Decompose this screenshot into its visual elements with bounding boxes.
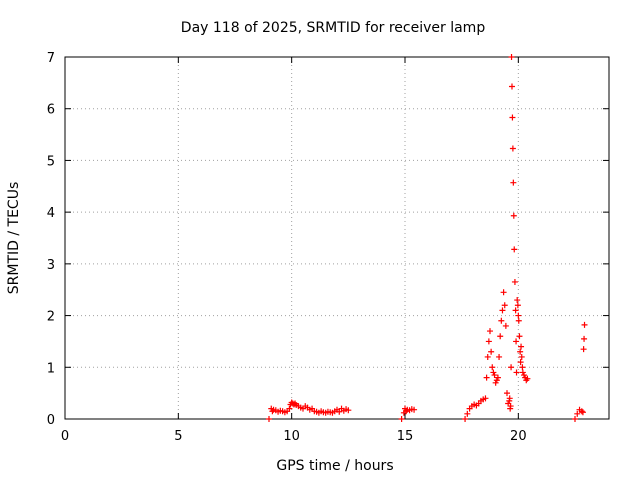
data-point	[580, 346, 587, 353]
data-point	[487, 328, 493, 335]
chart-title: Day 118 of 2025, SRMTID for receiver lam…	[181, 20, 486, 36]
data-point	[499, 307, 506, 314]
y-tick-labels: 0 1 2 3 4 5 6 7	[47, 51, 55, 428]
data-point	[512, 307, 519, 314]
data-point	[509, 145, 516, 152]
data-point	[266, 416, 272, 422]
data-point	[578, 408, 585, 415]
data-point	[581, 335, 588, 342]
data-point	[491, 372, 498, 379]
y-tick-label: 5	[47, 154, 55, 169]
y-tick-label: 6	[47, 103, 55, 118]
y-tick-label: 3	[47, 258, 55, 273]
data-point	[482, 395, 489, 402]
y-tick-label: 0	[47, 413, 55, 428]
data-point	[494, 374, 501, 381]
data-point	[572, 416, 578, 422]
data-point	[514, 302, 521, 309]
data-point	[411, 406, 418, 413]
data-point	[502, 322, 509, 329]
data-point	[464, 410, 471, 417]
data-point	[509, 114, 516, 121]
data-point	[489, 364, 496, 371]
data-point	[516, 333, 523, 340]
data-point	[518, 353, 525, 360]
data-point	[515, 312, 522, 319]
data-point	[496, 353, 503, 360]
data-point	[398, 416, 405, 422]
data-point	[508, 54, 515, 60]
data-point	[514, 297, 521, 304]
data-point	[504, 390, 510, 397]
plot-frame	[64, 56, 610, 420]
data-point	[506, 395, 513, 402]
x-axis-label: GPS time / hours	[276, 458, 393, 474]
data-point	[336, 408, 343, 415]
data-point	[579, 409, 586, 416]
data-point	[345, 407, 352, 414]
x-tick-label: 20	[510, 429, 527, 444]
y-tick-label: 7	[47, 51, 55, 66]
x-tick-label: 10	[283, 429, 300, 444]
data-point	[507, 403, 514, 410]
data-point	[517, 348, 524, 355]
data-point	[483, 374, 490, 381]
y-tick-label: 1	[47, 361, 55, 376]
data-point	[513, 338, 520, 345]
data-point	[500, 289, 507, 296]
data-points	[266, 54, 588, 422]
data-point	[515, 317, 522, 324]
data-point	[524, 375, 531, 382]
data-point	[510, 179, 517, 186]
data-point	[497, 333, 504, 340]
data-point	[518, 343, 525, 350]
y-tick-label: 2	[47, 310, 55, 325]
data-point	[517, 359, 524, 366]
data-point	[484, 353, 491, 360]
data-point	[511, 246, 518, 253]
data-point	[511, 278, 518, 285]
data-point	[581, 321, 588, 328]
data-point	[574, 410, 581, 417]
data-point	[508, 364, 515, 371]
axis-ticks	[64, 56, 609, 420]
data-point	[508, 83, 515, 90]
data-point	[498, 317, 505, 324]
data-point	[286, 405, 293, 412]
data-point	[510, 212, 517, 219]
data-point	[462, 416, 469, 422]
data-point	[513, 369, 520, 376]
x-tick-label: 15	[397, 429, 414, 444]
y-tick-label: 4	[47, 206, 55, 221]
x-tick-label: 0	[61, 429, 69, 444]
data-point	[519, 364, 526, 371]
data-point	[488, 348, 495, 355]
x-tick-labels: 0 5 10 15 20	[61, 429, 527, 444]
data-point	[485, 338, 492, 345]
data-point	[501, 302, 508, 309]
grid	[65, 57, 609, 419]
x-tick-label: 5	[174, 429, 182, 444]
y-axis-label: SRMTID / TECUs	[6, 182, 22, 295]
